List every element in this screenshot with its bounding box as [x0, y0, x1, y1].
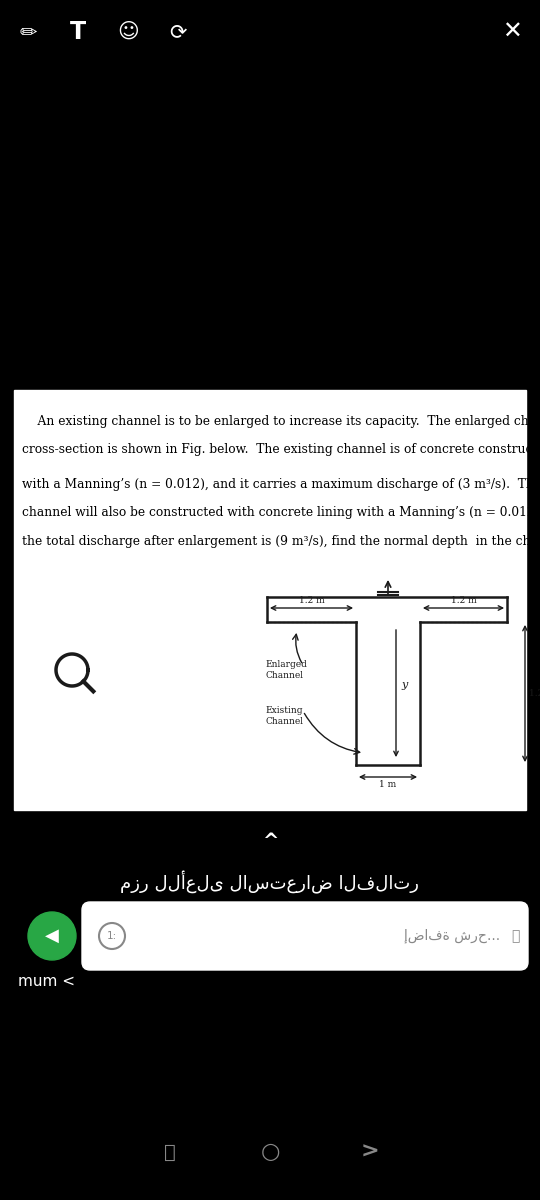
Text: 1:: 1:: [107, 931, 117, 941]
Text: 1.2 m: 1.2 m: [299, 596, 325, 605]
Text: y: y: [401, 680, 407, 690]
Circle shape: [28, 912, 76, 960]
Text: 1.2 m: 1.2 m: [529, 689, 540, 698]
Text: Existing
Channel: Existing Channel: [265, 706, 303, 726]
FancyBboxPatch shape: [82, 902, 528, 970]
Text: ⟳: ⟳: [169, 22, 187, 42]
Text: T: T: [70, 20, 86, 44]
Text: ○: ○: [260, 1142, 280, 1162]
Text: with a Manning’s (n = 0.012), and it carries a maximum discharge of (3 m³/s).  T: with a Manning’s (n = 0.012), and it car…: [22, 478, 540, 491]
Text: mum <: mum <: [18, 974, 75, 990]
Text: 1 m: 1 m: [380, 780, 396, 790]
Text: An existing channel is to be enlarged to increase its capacity.  The enlarged ch: An existing channel is to be enlarged to…: [22, 415, 540, 428]
Text: 1.2 m: 1.2 m: [450, 596, 476, 605]
Text: ⏸: ⏸: [164, 1142, 176, 1162]
Text: ✕: ✕: [502, 20, 522, 44]
Text: ◀: ◀: [45, 926, 59, 946]
Text: ✏: ✏: [19, 22, 37, 42]
Text: ^: ^: [262, 833, 278, 852]
Text: ☺: ☺: [117, 22, 139, 42]
Text: 🖼: 🖼: [511, 929, 519, 943]
Text: إضافة شرح...: إضافة شرح...: [404, 929, 500, 943]
Text: channel will also be constructed with concrete lining with a Manning’s (n = 0.01: channel will also be constructed with co…: [22, 506, 540, 518]
Text: Enlarged
Channel: Enlarged Channel: [265, 660, 307, 680]
Bar: [14, 390, 526, 810]
Text: the total discharge after enlargement is (9 m³/s), find the normal depth  in the: the total discharge after enlargement is…: [22, 535, 540, 548]
Text: cross-section is shown in Fig. below.  The existing channel is of concrete const: cross-section is shown in Fig. below. Th…: [22, 443, 540, 456]
Text: >: >: [361, 1142, 379, 1162]
Text: مزر للأعلى لاستعراض الفلاتر: مزر للأعلى لاستعراض الفلاتر: [120, 870, 420, 894]
